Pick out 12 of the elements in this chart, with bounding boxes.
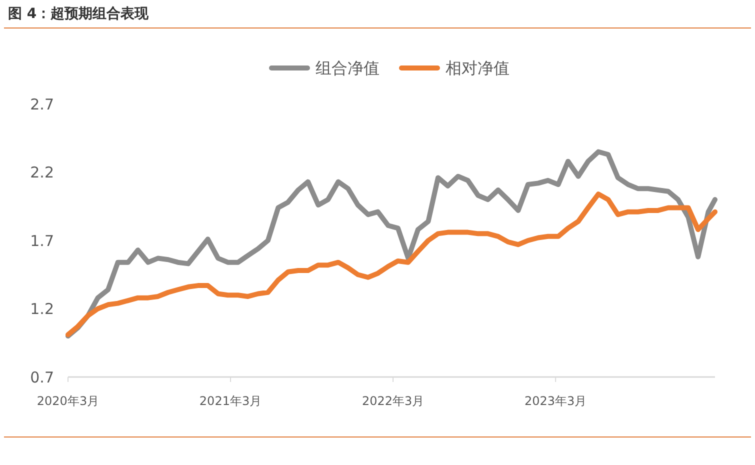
legend-label: 相对净值 [446, 58, 510, 78]
y-tick-label: 1.2 [30, 300, 54, 318]
y-tick-label: 2.7 [30, 95, 54, 114]
x-tick-label: 2023年3月 [524, 394, 587, 408]
x-tick-label: 2022年3月 [362, 394, 424, 408]
x-tick-label: 2020年3月 [36, 394, 100, 408]
y-tick-label: 2.2 [30, 164, 54, 182]
chart-title: 图 4：超预期组合表现 [8, 6, 150, 22]
legend-label: 组合净值 [316, 58, 380, 78]
y-tick-label: 0.7 [30, 368, 54, 386]
x-tick-label: 2021年3月 [199, 394, 262, 408]
y-tick-label: 1.7 [30, 232, 54, 250]
